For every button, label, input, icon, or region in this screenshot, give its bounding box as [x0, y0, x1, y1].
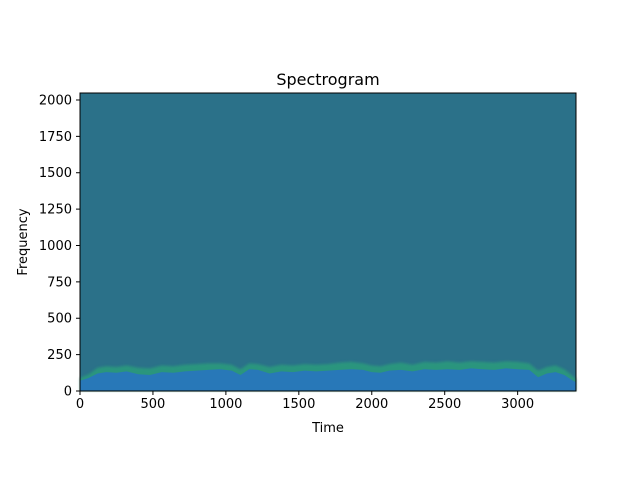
y-tick-label: 500: [47, 312, 72, 327]
y-axis-title: Frequency: [16, 208, 31, 275]
x-tick-label: 500: [141, 397, 166, 412]
y-tick-label: 1250: [39, 203, 72, 218]
spectrogram-background: [80, 93, 576, 391]
y-tick-label: 1500: [39, 166, 72, 181]
x-axis-title: Time: [311, 421, 344, 436]
y-tick-label: 1750: [39, 130, 72, 145]
y-axis: 0 250 500 750 1000 1250 1500 1750 2000: [39, 93, 80, 400]
y-tick-label: 250: [47, 348, 72, 363]
x-tick-label: 0: [76, 397, 84, 412]
y-tick-label: 1000: [39, 239, 72, 254]
y-tick-label: 750: [47, 275, 72, 290]
x-axis: 0 500 1000 1500 2000 2500 3000: [76, 391, 534, 412]
x-tick-label: 2500: [428, 397, 461, 412]
x-tick-label: 2000: [355, 397, 388, 412]
plot-frame: [79, 92, 577, 392]
y-tick-label: 0: [64, 385, 72, 400]
x-tick-label: 3000: [501, 397, 534, 412]
chart-title: Spectrogram: [276, 70, 379, 89]
y-tick-label: 2000: [39, 93, 72, 108]
plot-area: [80, 93, 576, 391]
spectrogram-high-energy-band: [80, 368, 576, 391]
x-tick-label: 1500: [282, 397, 315, 412]
x-tick-label: 1000: [209, 397, 242, 412]
